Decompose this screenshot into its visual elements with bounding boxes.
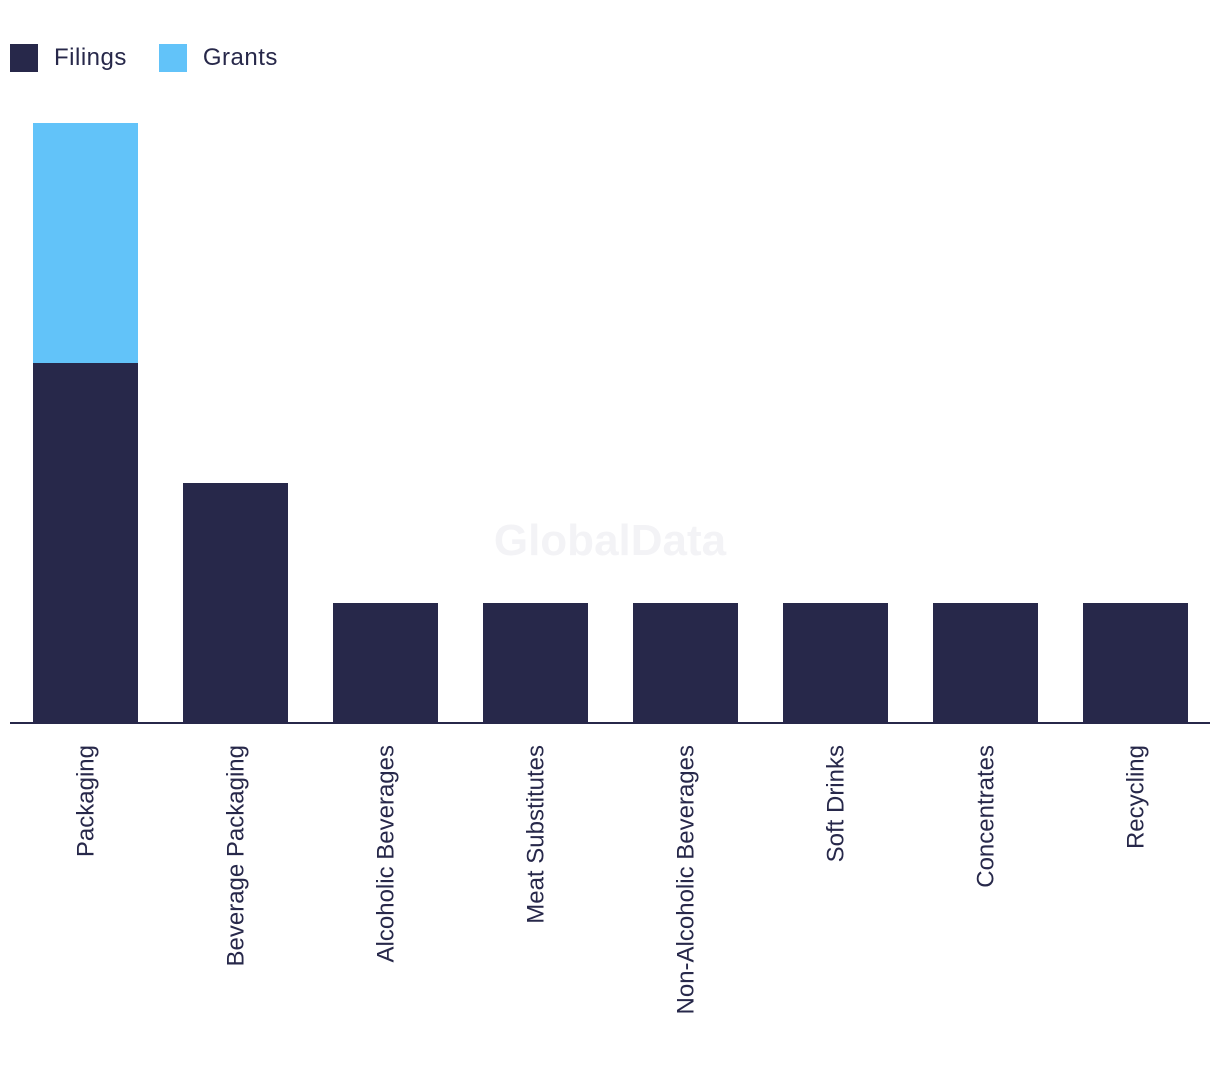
legend-label-filings: Filings: [54, 44, 127, 71]
x-tick-label-meat-substitutes: Meat Substitutes: [523, 745, 550, 924]
x-tick-label-recycling: Recycling: [1123, 745, 1150, 849]
legend-label-grants: Grants: [202, 44, 278, 71]
bar-filings-beverage-packaging: [183, 483, 288, 723]
legend-item-grants: Grants: [158, 44, 278, 72]
legend-item-filings: Filings: [10, 44, 127, 72]
bar-filings-packaging: [33, 363, 138, 723]
x-tick-label-beverage-packaging: Beverage Packaging: [223, 745, 250, 966]
x-tick-labels: Packaging Beverage Packaging Alcoholic Bev…: [73, 745, 1150, 1014]
x-tick-label-packaging: Packaging: [73, 745, 100, 857]
legend: Filings Grants: [10, 44, 310, 72]
legend-swatch-grants: [158, 44, 187, 72]
x-tick-label-concentrates: Concentrates: [973, 745, 1000, 888]
bars-group: [33, 123, 1188, 723]
bar-filings-alcoholic-beverages: [333, 603, 438, 723]
bar-filings-concentrates: [933, 603, 1038, 723]
x-tick-label-non-alcoholic-beverages: Non-Alcoholic Beverages: [673, 745, 700, 1014]
bar-filings-non-alcoholic-beverages: [633, 603, 738, 723]
legend-swatch-filings: [10, 44, 38, 72]
bar-filings-recycling: [1083, 603, 1188, 723]
x-tick-label-soft-drinks: Soft Drinks: [823, 745, 850, 862]
bar-filings-meat-substitutes: [483, 603, 588, 723]
bar-grants-packaging: [33, 123, 138, 363]
bar-filings-soft-drinks: [783, 603, 888, 723]
x-tick-label-alcoholic-beverages: Alcoholic Beverages: [373, 745, 400, 962]
watermark: GlobalData: [494, 516, 727, 565]
